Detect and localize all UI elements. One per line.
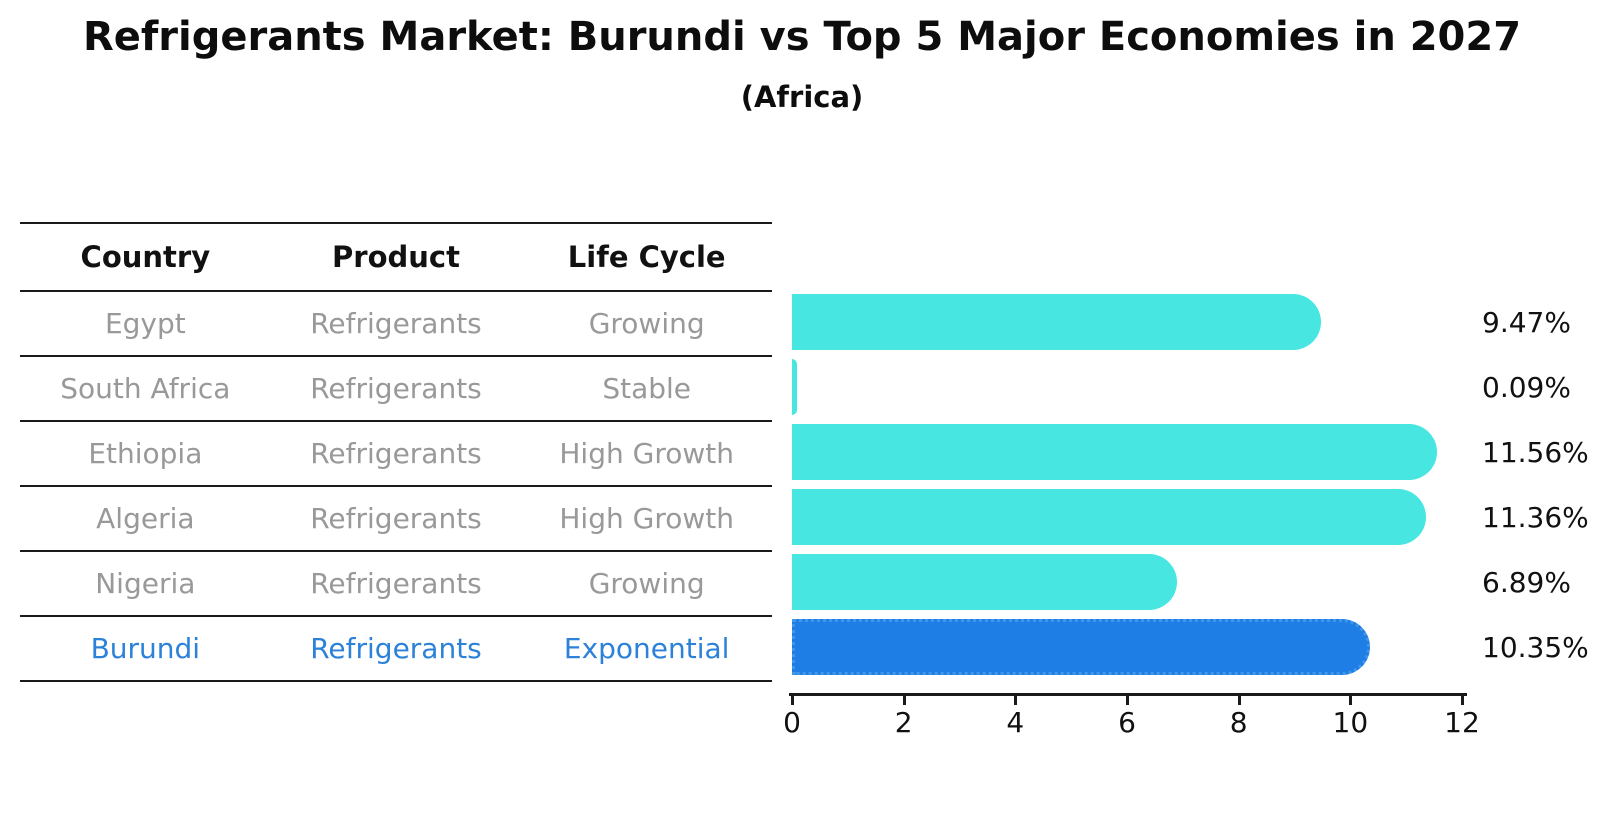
bar-egypt [792, 294, 1321, 350]
cell-life-cycle: Stable [602, 372, 692, 405]
cell-life-cycle: Exponential [563, 632, 730, 665]
x-axis-tick-mark [1461, 696, 1464, 705]
x-axis-line [789, 693, 1467, 696]
x-axis-tick-mark [1349, 696, 1353, 705]
table-header-row: Country Product Life Cycle [20, 224, 772, 292]
table-row-ethiopia: Ethiopia Refrigerants High Growth [20, 422, 772, 487]
value-label-ethiopia: 11.56% [1482, 436, 1589, 469]
cell-country: Egypt [104, 307, 186, 340]
value-label-nigeria: 6.89% [1482, 566, 1571, 599]
chart-subtitle: (Africa) [740, 80, 864, 114]
chart-title: Refrigerants Market: Burundi vs Top 5 Ma… [82, 14, 1522, 60]
col-header-life-cycle: Life Cycle [567, 240, 726, 274]
col-header-country: Country [80, 240, 211, 274]
bar-burundi [792, 619, 1370, 675]
cell-product: Refrigerants [310, 632, 482, 665]
cell-country: Nigeria [95, 567, 196, 600]
cell-country: South Africa [60, 372, 231, 405]
cell-life-cycle: High Growth [559, 437, 734, 470]
x-axis-tick-mark [1126, 696, 1129, 705]
cell-country: Ethiopia [88, 437, 203, 470]
col-header-product: Product [332, 240, 460, 274]
value-label-south-africa: 0.09% [1482, 371, 1571, 404]
x-axis-tick-label: 0 [783, 706, 801, 739]
x-axis-tick-label: 12 [1444, 706, 1480, 739]
table-row-burundi: Burundi Refrigerants Exponential [20, 617, 772, 682]
cell-life-cycle: High Growth [559, 502, 734, 535]
bar-south-africa [792, 359, 798, 415]
table-row-algeria: Algeria Refrigerants High Growth [20, 487, 772, 552]
x-axis-tick-label: 2 [894, 706, 913, 739]
x-axis-tick-label: 6 [1118, 706, 1136, 739]
x-axis-tick-mark [1014, 696, 1018, 705]
cell-product: Refrigerants [310, 372, 482, 405]
bar-nigeria [792, 554, 1177, 610]
value-label-algeria: 11.36% [1482, 501, 1589, 534]
bar-ethiopia [792, 424, 1438, 480]
x-axis-tick-mark [791, 696, 794, 705]
cell-product: Refrigerants [310, 437, 482, 470]
cell-country: Burundi [90, 632, 201, 665]
cell-country: Algeria [96, 502, 195, 535]
bar-algeria [792, 489, 1427, 545]
value-label-egypt: 9.47% [1482, 306, 1571, 339]
cell-life-cycle: Growing [588, 567, 705, 600]
x-axis-tick-label: 10 [1332, 706, 1369, 739]
country-table: Country Product Life Cycle Egypt Refrige… [20, 222, 772, 682]
table-row-south-africa: South Africa Refrigerants Stable [20, 357, 772, 422]
cell-product: Refrigerants [310, 567, 482, 600]
cell-life-cycle: Growing [588, 307, 705, 340]
value-label-burundi: 10.35% [1482, 631, 1589, 664]
x-axis-tick-mark [902, 696, 906, 705]
table-row-egypt: Egypt Refrigerants Growing [20, 292, 772, 357]
cell-product: Refrigerants [310, 502, 482, 535]
x-axis-tick-mark [1237, 696, 1241, 705]
cell-product: Refrigerants [310, 307, 482, 340]
table-row-nigeria: Nigeria Refrigerants Growing [20, 552, 772, 617]
x-axis-tick-label: 4 [1006, 706, 1025, 739]
x-axis-tick-label: 8 [1229, 706, 1248, 739]
